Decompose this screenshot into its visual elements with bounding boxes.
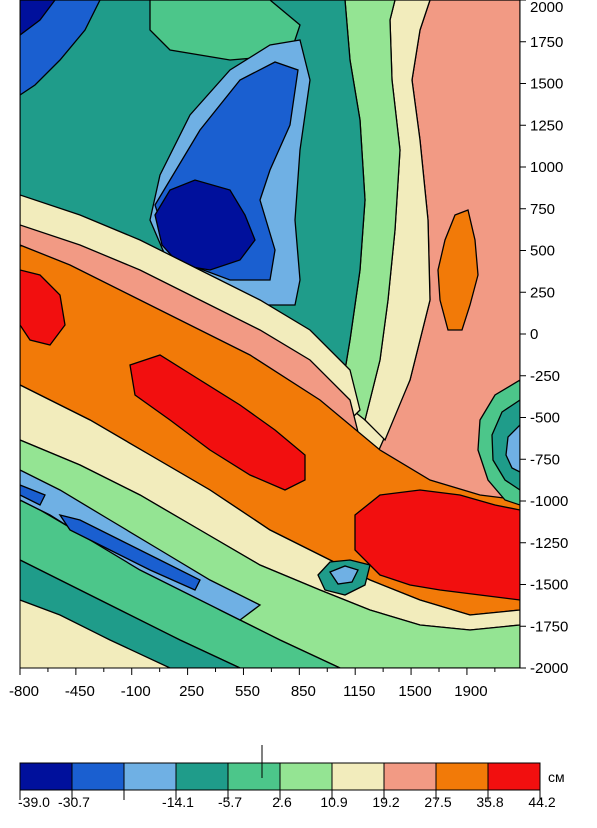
x-tick-label: 550 <box>235 683 260 700</box>
contour-band-right-edge-blue <box>505 424 520 473</box>
y-tick-label: 1500 <box>530 76 563 93</box>
contour-band-max-lower-right <box>354 489 520 601</box>
colorbar-swatch <box>123 762 177 791</box>
colorbar-label: -14.1 <box>162 794 194 810</box>
y-tick-label: -1250 <box>530 535 568 552</box>
x-tick-label: 1150 <box>343 683 375 700</box>
y-tick-label: 1250 <box>530 117 563 134</box>
colorbar-swatch <box>71 762 125 791</box>
x-tick-label: 1500 <box>398 683 431 700</box>
x-tick-label: -100 <box>121 683 151 700</box>
contour-band-lower-lightblue <box>20 469 262 621</box>
colorbar-swatch <box>435 762 489 791</box>
y-axis: 2000 1750 1500 1250 1000 750 500 250 0 -250 -500 -7… <box>520 0 568 677</box>
colorbar-label: -5.7 <box>218 794 242 810</box>
colorbar: -39.0 -30.7 -14.1 -5.7 2.6 10.9 19.2 27.5 35.8 44… <box>18 745 565 810</box>
contour-band-corner-core <box>20 0 56 36</box>
x-tick-label: 250 <box>179 683 204 700</box>
colorbar-swatch <box>279 762 333 791</box>
contour-band-orange-right-blob <box>437 209 479 331</box>
y-tick-label: -2000 <box>530 660 568 677</box>
y-tick-label: -250 <box>530 368 560 385</box>
contour-band-max-central <box>129 354 306 491</box>
x-tick-label: 1900 <box>454 683 487 700</box>
colorbar-swatch <box>331 762 385 791</box>
colorbar-unit: см <box>548 769 565 785</box>
colorbar-swatch <box>383 762 437 791</box>
y-tick-label: 2000 <box>530 0 563 16</box>
contour-band-max-left <box>20 269 66 346</box>
contour-band-corner-mid <box>20 0 101 96</box>
y-tick-label: 1000 <box>530 159 563 176</box>
colorbar-label: 2.6 <box>272 794 292 810</box>
y-tick-label: 750 <box>530 201 555 218</box>
contour-field <box>20 0 520 668</box>
colorbar-swatch <box>487 762 541 791</box>
y-tick-label: -1750 <box>530 618 568 635</box>
x-tick-label: -450 <box>65 683 95 700</box>
contour-band-local-min-core <box>329 565 359 585</box>
x-tick-label: 850 <box>291 683 316 700</box>
colorbar-swatch <box>227 762 281 791</box>
colorbar-swatch <box>19 762 73 791</box>
colorbar-label: -30.7 <box>58 794 90 810</box>
contour-band-lower-blue-streak <box>58 513 201 591</box>
y-tick-label: -500 <box>530 410 560 427</box>
y-tick-label: -1500 <box>530 577 568 594</box>
y-tick-label: 0 <box>530 326 538 343</box>
colorbar-label: 35.8 <box>476 794 503 810</box>
colorbar-label: 44.2 <box>528 794 555 810</box>
colorbar-label: 10.9 <box>320 794 347 810</box>
x-tick-label: -800 <box>9 683 39 700</box>
y-tick-label: -750 <box>530 451 560 468</box>
contour-band-lower-blue-streak-2 <box>20 484 46 506</box>
y-tick-label: 500 <box>530 243 555 260</box>
contour-band-lower-teal <box>20 559 241 668</box>
colorbar-label: 27.5 <box>424 794 451 810</box>
y-tick-label: -1000 <box>530 493 568 510</box>
colorbar-label: -39.0 <box>18 794 50 810</box>
y-tick-label: 250 <box>530 284 555 301</box>
colorbar-swatch <box>175 762 229 791</box>
colorbar-label: 19.2 <box>372 794 399 810</box>
y-tick-label: 1750 <box>530 34 563 51</box>
x-axis: -800 -450 -100 250 550 850 1150 1500 1900 <box>9 668 496 700</box>
